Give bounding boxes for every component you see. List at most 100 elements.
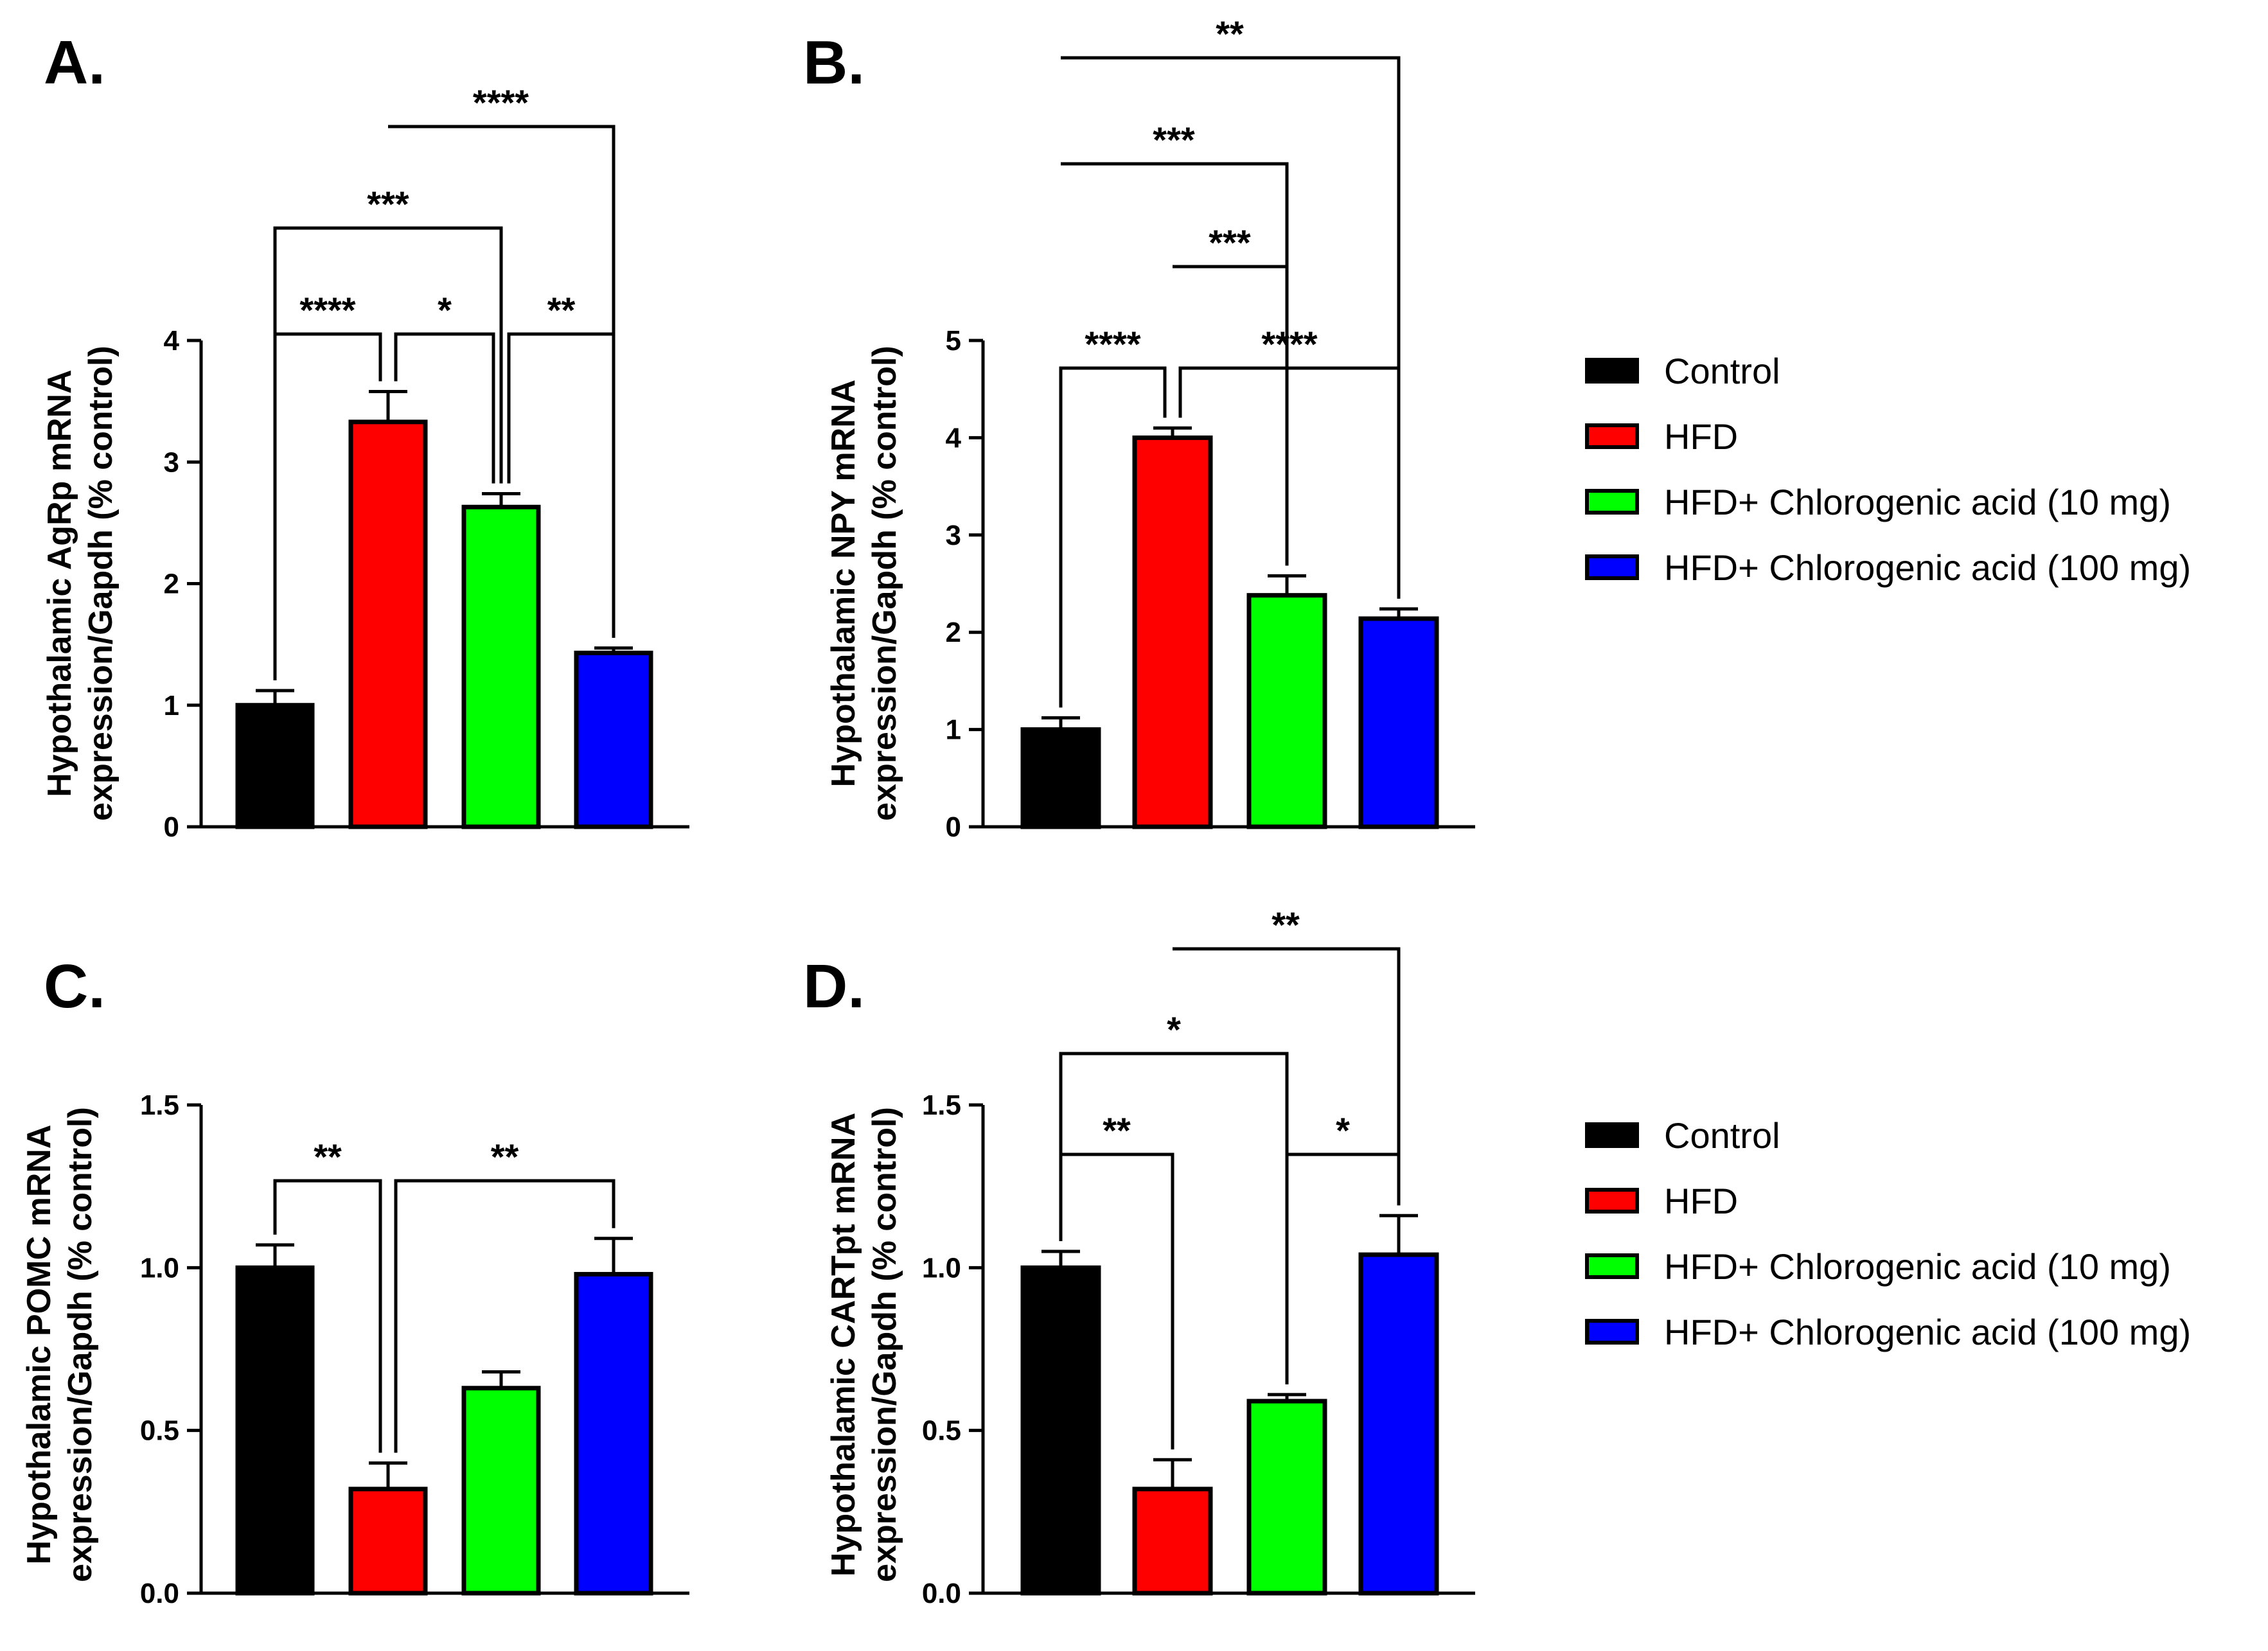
significance-label: ** [314,1136,342,1177]
legend-bottom: Control HFD HFD+ Chlorogenic acid (10 mg) H… [1585,1115,2191,1352]
y-axis-label-line: Hypothalamic POMC mRNA [21,1125,58,1565]
significance-label: **** [1261,324,1317,364]
bar-1 [1020,1265,1101,1596]
y-axis-label: Hypothalamic NPY mRNA expression/Gapdh (%… [825,346,903,821]
panel-label: B. [803,28,865,97]
legend-label: HFD+ Chlorogenic acid (10 mg) [1664,1246,2171,1287]
significance-label: ** [1216,13,1244,54]
y-axis-label-line: Hypothalamic CARTpt mRNA [825,1113,862,1576]
panel-a: A. Hypothalamic AgRp mRNA expression/Gapdh… [41,28,689,843]
legend-label: Control [1664,1115,1780,1156]
bar-4 [1358,1252,1439,1596]
significance-bracket [394,332,495,484]
bar-2 [1132,435,1213,829]
y-tick-label: 0 [946,811,961,843]
legend-label: HFD [1664,1181,1738,1221]
significance-bracket [1059,1052,1289,1384]
panel-c: C. Hypothalamic POMC mRNA expression/Gapdh… [21,952,689,1609]
bar-4 [574,650,653,829]
y-tick-label: 1 [164,690,179,721]
significance-label: ** [1103,1110,1131,1151]
legend-label: HFD+ Chlorogenic acid (100 mg) [1664,1312,2191,1352]
significance-label: ** [491,1136,519,1177]
y-tick-label: 0.5 [922,1415,961,1447]
legend-swatch-2 [1585,423,1639,449]
significance-bracket [394,1179,616,1453]
y-tick-label: 2 [946,617,961,648]
y-tick-label: 0.5 [140,1415,179,1447]
significance-label: **** [473,82,529,123]
significance-bracket [1061,162,1289,566]
significance-label: * [438,290,452,330]
y-tick-label: 1.0 [140,1252,179,1284]
significance-label: * [1167,1009,1181,1050]
y-tick-label: 4 [946,422,962,454]
bar-3 [461,1386,541,1596]
panel-label: C. [44,952,105,1021]
significance-label: ** [1271,905,1300,945]
bar-3 [1246,593,1327,829]
y-axis-label-line: expression/Gapdh (% control) [82,346,120,821]
significance-label: ** [547,290,576,330]
significance-label: **** [299,290,355,330]
bar-1 [1020,727,1101,829]
y-tick-label: 5 [946,325,961,357]
panel-d: D. Hypothalamic CARTpt mRNA expression/Gap… [803,905,1475,1609]
bar-1 [235,1265,315,1596]
legend-top: Control HFD HFD+ Chlorogenic acid (10 mg) H… [1585,351,2191,588]
significance-bracket [1061,56,1401,599]
y-tick-label: 0 [164,811,179,843]
y-tick-label: 3 [946,520,961,551]
y-axis-label-line: expression/Gapdh (% control) [866,346,903,821]
legend-swatch-2 [1585,1188,1639,1214]
legend-swatch-3 [1585,1253,1639,1279]
y-tick-label: 1.0 [922,1252,961,1284]
y-axis-label-line: expression/Gapdh (% control) [62,1107,99,1582]
significance-label: *** [367,184,409,224]
legend-swatch-4 [1585,1319,1639,1345]
panel-b: B. Hypothalamic NPY mRNA expression/Gapdh … [803,13,1475,843]
y-tick-label: 1.5 [922,1090,961,1121]
y-tick-label: 1 [946,714,961,746]
legend-label: HFD [1664,416,1738,457]
bar-4 [1358,616,1439,829]
significance-bracket [273,1179,382,1453]
significance-bracket [1173,947,1401,1206]
bar-4 [574,1271,653,1596]
y-axis-label: Hypothalamic POMC mRNA expression/Gapdh (… [21,1107,99,1582]
bar-2 [1132,1487,1213,1596]
significance-bracket [1178,366,1401,599]
legend-label: HFD+ Chlorogenic acid (100 mg) [1664,547,2191,588]
y-tick-label: 4 [164,325,180,357]
bar-1 [235,703,315,829]
y-tick-label: 3 [164,446,179,478]
y-axis-label: Hypothalamic CARTpt mRNA expression/Gapdh… [825,1107,903,1582]
y-tick-label: 1.5 [140,1090,179,1121]
y-axis-label-line: Hypothalamic NPY mRNA [825,380,862,788]
y-tick-label: 0.0 [922,1578,961,1609]
legend-swatch-3 [1585,489,1639,515]
y-tick-label: 2 [164,569,179,600]
y-axis-label-line: expression/Gapdh (% control) [866,1107,903,1582]
significance-bracket [388,125,616,638]
y-axis-label-line: Hypothalamic AgRp mRNA [41,369,78,797]
bar-3 [461,504,541,829]
significance-label: *** [1209,222,1251,263]
legend-swatch-1 [1585,1122,1639,1148]
y-tick-label: 0.0 [140,1578,179,1609]
y-axis-label: Hypothalamic AgRp mRNA expression/Gapdh (… [41,346,120,821]
significance-label: * [1336,1110,1350,1151]
significance-bracket [1059,366,1167,708]
bar-3 [1246,1399,1327,1596]
panel-label: A. [44,28,105,97]
legend-swatch-4 [1585,554,1639,580]
legend-label: Control [1664,351,1780,391]
panel-label: D. [803,952,865,1021]
bar-2 [348,1487,428,1596]
significance-label: *** [1153,119,1195,160]
legend-label: HFD+ Chlorogenic acid (10 mg) [1664,482,2171,522]
bar-2 [348,419,428,829]
significance-label: **** [1085,324,1140,364]
significance-bracket [273,226,503,681]
